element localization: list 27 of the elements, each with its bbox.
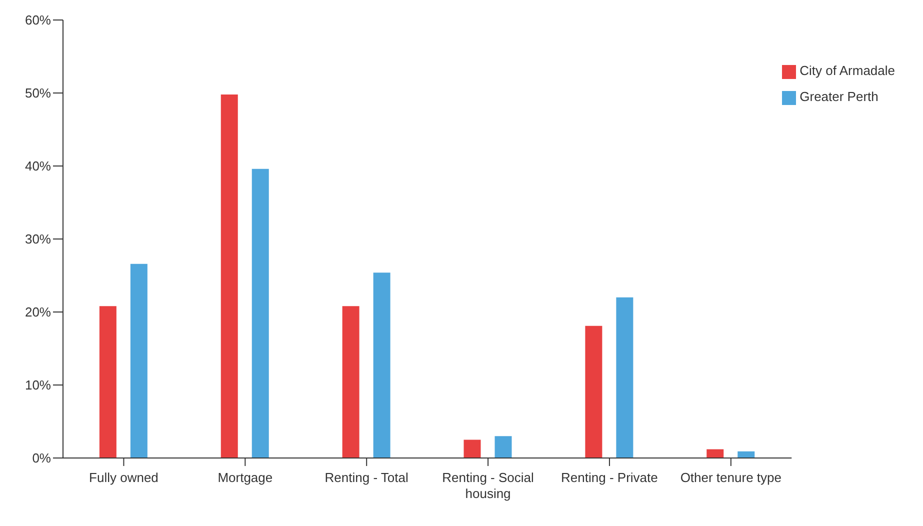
bar [252,168,269,458]
x-tick-label: Other tenure type [680,470,782,485]
bar [130,264,148,458]
bar [494,436,512,458]
bar [99,306,116,458]
x-tick-label: Mortgage [218,470,273,485]
bar [373,272,390,458]
bar [616,297,634,458]
bar [585,326,602,458]
bar [464,440,481,458]
x-tick-label: Fully owned [89,470,158,485]
y-tick-label: 10% [24,378,52,393]
bar [220,94,238,458]
x-tick-label: Renting - Total [324,470,408,485]
bar [342,306,360,458]
x-tick-label: Renting - Social housing [442,470,534,501]
legend-label: City of Armadale [800,63,895,78]
x-tick-label: Renting - Private [561,470,658,485]
bar [706,449,724,458]
y-tick-label: 20% [24,304,52,320]
y-tick-label: 40% [24,158,52,174]
y-tick-label: 0% [32,450,52,466]
y-tick-label: 50% [24,86,52,101]
y-tick-label: 30% [24,232,52,247]
y-tick-label: 60% [24,12,52,28]
bar [738,451,755,458]
legend-label: Greater Perth [800,89,878,104]
